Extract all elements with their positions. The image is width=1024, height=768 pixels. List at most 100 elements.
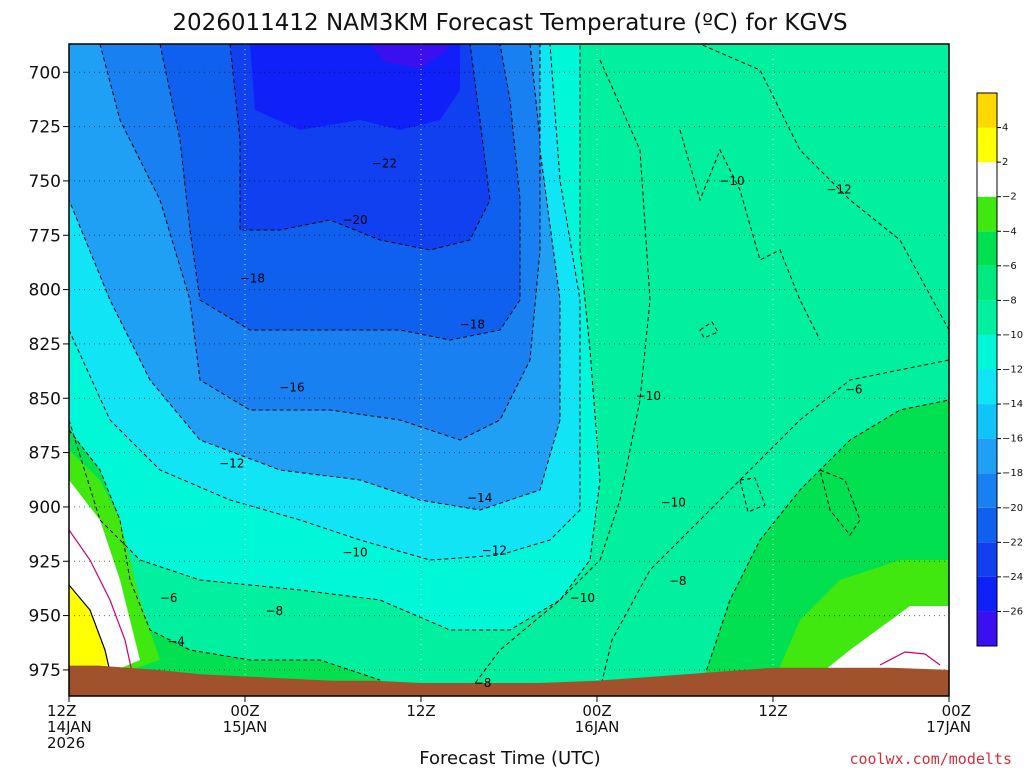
- y-tick-label: 800: [29, 281, 61, 301]
- colorbar-label: −4: [1002, 226, 1017, 237]
- contour-line: [69, 44, 581, 561]
- colorbar-label: −2: [1002, 192, 1017, 203]
- ground-terrain: [69, 665, 949, 696]
- contour-label: −6: [845, 383, 863, 397]
- contour-line: [229, 44, 491, 251]
- y-tick-label: 700: [29, 63, 61, 83]
- colorbar-label: −26: [1002, 606, 1023, 617]
- contour-label: −16: [279, 380, 304, 394]
- y-tick-label: 950: [29, 607, 61, 627]
- contour-line: [599, 359, 949, 691]
- gridlines: [69, 44, 949, 696]
- colorbar-label: 4: [1002, 123, 1008, 134]
- contour-label: −6: [160, 591, 178, 605]
- contour-label: −18: [460, 317, 485, 331]
- y-tick-label: 875: [29, 444, 61, 464]
- x-tick-label: 12Z: [406, 702, 435, 720]
- contour-label: −18: [240, 272, 265, 286]
- colorbar-label: −22: [1002, 537, 1023, 548]
- fill-band-plus-2: [69, 585, 110, 690]
- colorbar-swatch: [977, 162, 997, 197]
- x-tick-label: 00Z: [942, 702, 971, 720]
- contour-label: −10: [719, 174, 744, 188]
- x-tick-label: 12Z: [47, 702, 76, 720]
- colorbar-swatch: [977, 231, 997, 266]
- contour-line: [699, 321, 719, 339]
- contour-label: −10: [636, 389, 661, 403]
- x-axis-label: Forecast Time (UTC): [419, 748, 600, 768]
- colorbar-swatch: [977, 334, 997, 370]
- contour-label: −14: [467, 491, 492, 505]
- contour-line: [819, 469, 861, 536]
- colorbar-swatch: [977, 611, 997, 646]
- y-tick-label: 975: [29, 661, 61, 681]
- y-tick-label: 725: [29, 118, 61, 138]
- chart-title: 2026011412 NAM3KM Forecast Temperature (…: [172, 10, 847, 36]
- contour-line: [699, 44, 949, 331]
- contour-label: −10: [342, 546, 367, 560]
- warm-contours: [69, 529, 941, 673]
- x-tick-label: 00Z: [582, 702, 611, 720]
- y-tick-label: 925: [29, 552, 61, 572]
- colorbar: −26−24−22−20−18−16−14−12−10−8−6−4−224: [976, 92, 1023, 647]
- contour-line: [69, 429, 381, 681]
- colorbar-label: −10: [1002, 330, 1023, 341]
- contour-label: −12: [219, 456, 244, 470]
- x-tick-label: 2026: [47, 734, 85, 752]
- colorbar-swatch: [977, 127, 997, 163]
- x-tick-label: 17JAN: [926, 718, 971, 736]
- contour-label: −10: [661, 496, 686, 510]
- y-axis: 700 725 750 775 800 825 850 875 900 925 950 975: [29, 63, 69, 681]
- colorbar-swatch: [977, 369, 997, 405]
- contour-plus2-line: [69, 584, 111, 673]
- contour-label: −4: [167, 635, 185, 649]
- colorbar-label: −14: [1002, 399, 1023, 410]
- colorbar-swatch: [977, 404, 997, 439]
- y-tick-label: 750: [29, 172, 61, 192]
- colorbar-swatch: [977, 576, 997, 612]
- y-tick-label: 900: [29, 498, 61, 518]
- colorbar-label: −12: [1002, 365, 1023, 376]
- colorbar-swatch: [977, 473, 997, 508]
- contour-line: [739, 477, 766, 513]
- contour-label: −8: [265, 604, 283, 618]
- credit-text: coolwx.com/modelts: [849, 750, 1012, 768]
- x-tick-label: 15JAN: [223, 718, 268, 736]
- contour-label: −22: [372, 157, 397, 171]
- colorbar-label: −8: [1002, 295, 1017, 306]
- colorbar-label: −24: [1002, 572, 1023, 583]
- colorbar-swatch: [977, 300, 997, 335]
- y-tick-label: 775: [29, 226, 61, 246]
- colorbar-swatch: [977, 265, 997, 301]
- contour-label: −12: [826, 183, 851, 197]
- colorbar-swatch: [977, 542, 997, 577]
- contour-label: −20: [342, 213, 367, 227]
- colorbar-swatch: [977, 438, 997, 474]
- colorbar-label: −6: [1002, 261, 1017, 272]
- colorbar-swatch: [977, 93, 997, 128]
- x-tick-label: 14JAN: [47, 718, 92, 736]
- colorbar-label: −16: [1002, 434, 1023, 445]
- contour-line: [679, 129, 821, 341]
- colorbar-label: −18: [1002, 468, 1023, 479]
- contour-line: [99, 44, 541, 441]
- x-tick-label: 16JAN: [575, 718, 620, 736]
- y-tick-label: 825: [29, 335, 61, 355]
- plot-frame: [68, 43, 950, 697]
- contour-label: −8: [669, 574, 687, 588]
- contour-line: [469, 59, 651, 691]
- contour-label: −12: [482, 543, 507, 557]
- colorbar-label: −20: [1002, 503, 1023, 514]
- colorbar-swatch: [977, 196, 997, 232]
- contour-line: [699, 399, 949, 691]
- x-tick-label: 00Z: [230, 702, 259, 720]
- plot-area: −22 −20 −18 −18 −16 −12 −14 −10 −12 −10 −8 −8 −6 −4 −1…: [69, 44, 949, 696]
- contour-zero-line: [69, 529, 133, 673]
- contour-lines: [69, 44, 949, 691]
- contour-label: −8: [474, 676, 492, 690]
- x-tick-label: 12Z: [758, 702, 787, 720]
- colorbar-swatch: [977, 507, 997, 543]
- contour-zero-line: [879, 651, 941, 666]
